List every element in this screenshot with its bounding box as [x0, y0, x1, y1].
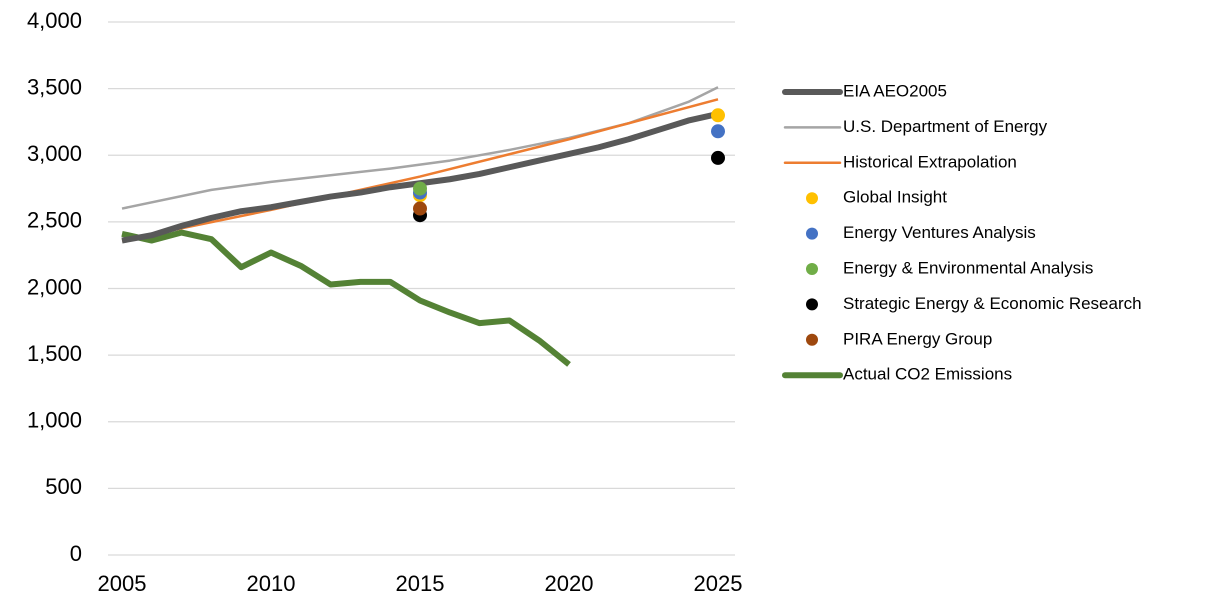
legend-label: Energy & Environmental Analysis	[843, 258, 1093, 277]
legend-marker	[806, 263, 818, 275]
x-tick-label: 2005	[98, 571, 147, 596]
data-point	[711, 124, 725, 139]
series-line	[121, 98, 719, 242]
series-line	[121, 86, 719, 210]
legend-label: U.S. Department of Energy	[843, 117, 1048, 136]
legend-marker	[806, 298, 818, 311]
legend-marker	[806, 192, 818, 205]
legend-marker	[806, 333, 818, 346]
x-tick-label: 2015	[396, 571, 445, 596]
data-point	[711, 150, 725, 165]
y-tick-label: 500	[45, 474, 82, 499]
legend-label: Energy Ventures Analysis	[843, 223, 1036, 242]
x-tick-label: 2020	[545, 571, 594, 596]
y-tick-label: 0	[70, 541, 82, 566]
y-tick-label: 2,500	[27, 208, 82, 233]
y-tick-label: 1,500	[27, 341, 82, 366]
legend-label: EIA AEO2005	[843, 81, 947, 100]
data-point	[413, 201, 427, 216]
y-tick-label: 1,000	[27, 408, 82, 433]
legend-label: Strategic Energy & Economic Research	[843, 294, 1142, 313]
data-point	[711, 108, 725, 123]
y-tick-label: 2,000	[27, 274, 82, 299]
y-tick-label: 3,000	[27, 141, 82, 166]
legend-label: Historical Extrapolation	[843, 152, 1017, 171]
x-tick-label: 2010	[247, 571, 296, 596]
legend-label: PIRA Energy Group	[843, 329, 992, 348]
y-tick-label: 4,000	[27, 8, 82, 33]
x-tick-label: 2025	[694, 571, 743, 596]
data-point	[413, 181, 427, 196]
y-tick-label: 3,500	[27, 74, 82, 99]
legend-label: Global Insight	[843, 188, 947, 207]
legend-marker	[806, 227, 818, 240]
legend-label: Actual CO2 Emissions	[843, 365, 1012, 384]
series-line	[121, 229, 571, 367]
